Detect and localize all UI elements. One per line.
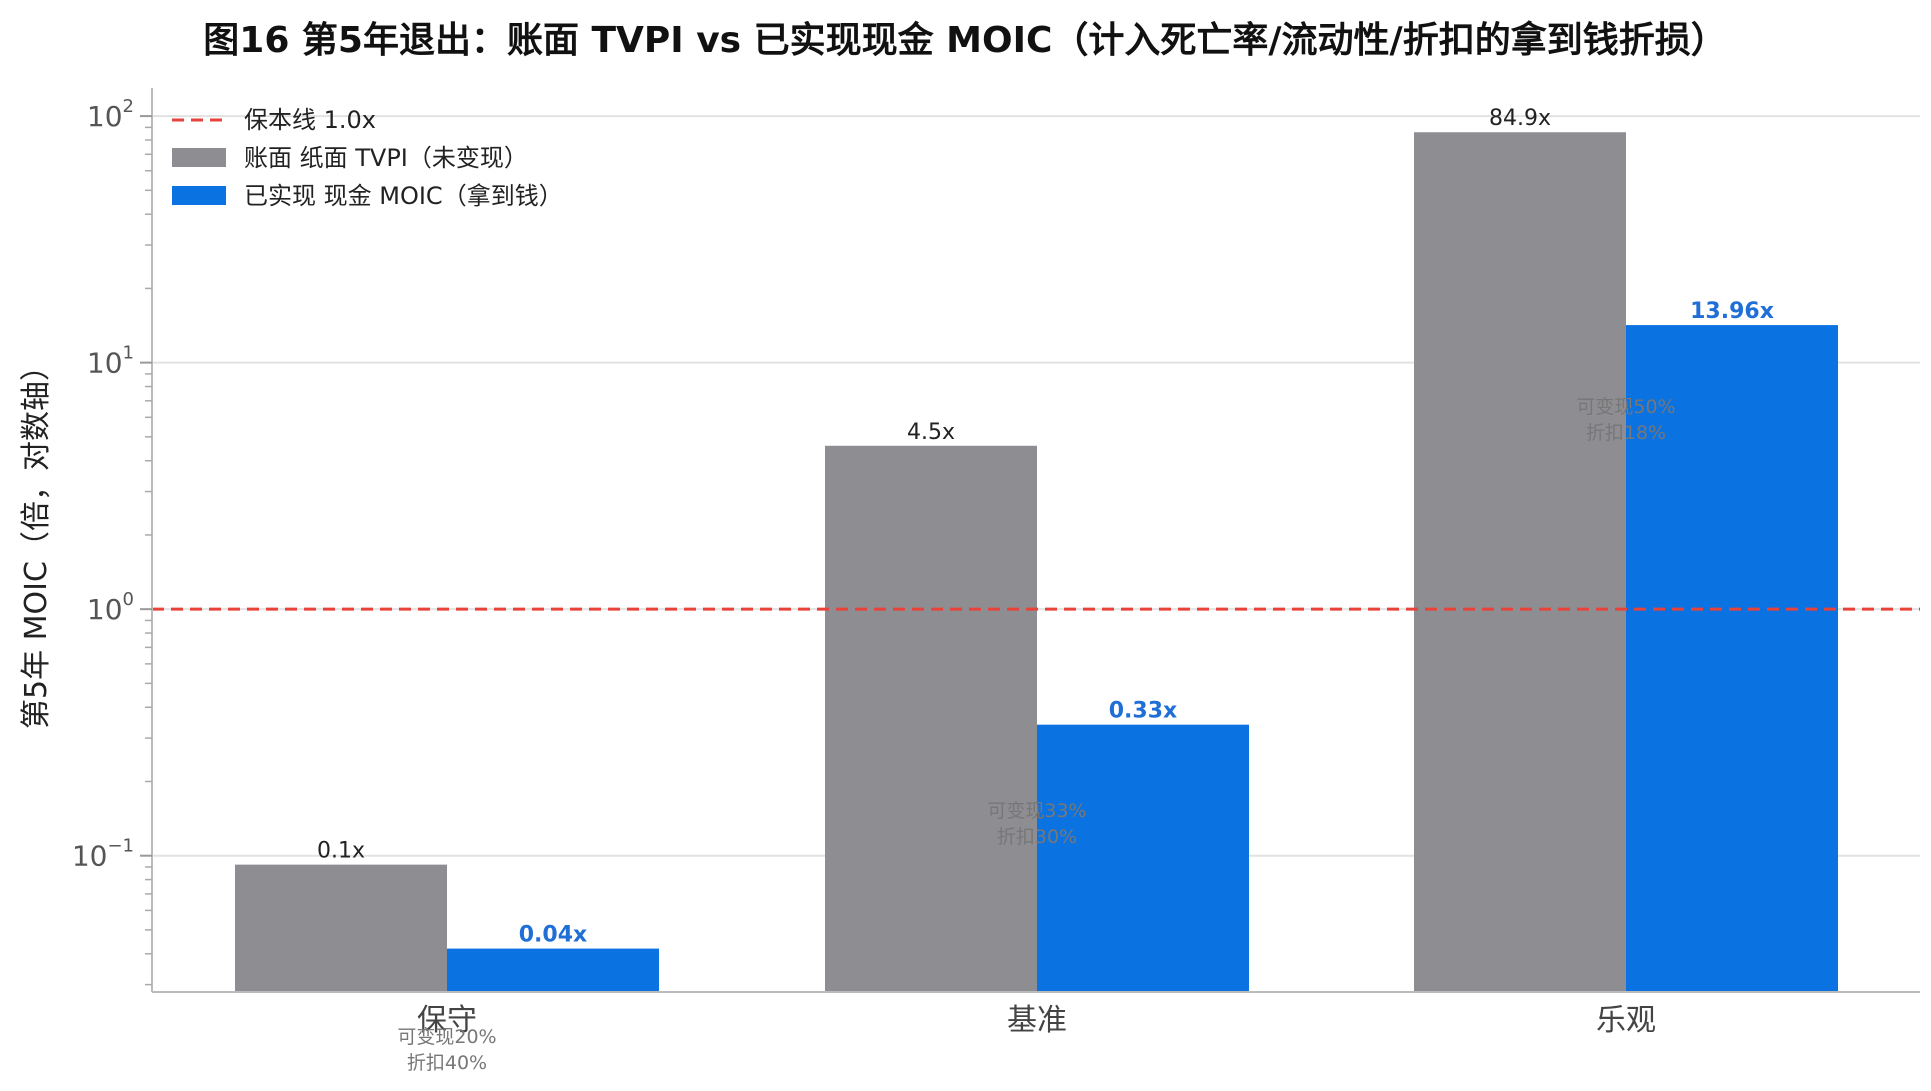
bar-tvpi — [1414, 132, 1626, 993]
legend: 保本线 1.0x 账面 纸面 TVPI（未变现） 已实现 现金 MOIC（拿到钱） — [172, 106, 563, 210]
y-tick-label: 10−1 — [72, 836, 134, 873]
data-label-moic: 13.96x — [1690, 299, 1774, 324]
data-label-moic: 0.33x — [1109, 699, 1177, 724]
x-category-label: 保守 — [417, 1003, 477, 1038]
annotations: 可变现20% 折扣40% 可变现33% 折扣30% 可变现50% 折扣18% — [397, 396, 1675, 1074]
x-category-label: 基准 — [1007, 1003, 1067, 1038]
x-category-label: 乐观 — [1596, 1003, 1656, 1038]
bar-tvpi — [235, 864, 447, 992]
legend-label-breakeven: 保本线 1.0x — [244, 106, 376, 134]
bars: 0.1x 0.04x 4.5x 0.33x 84.9x 13.96x — [235, 106, 1838, 993]
y-tick-label: 101 — [87, 343, 134, 380]
y-tick-label: 100 — [87, 589, 134, 626]
annotation-text: 可变现50% — [1576, 396, 1675, 418]
annotation-text: 折扣18% — [1586, 422, 1666, 444]
data-label-tvpi: 84.9x — [1489, 106, 1551, 131]
bar-moic — [447, 948, 659, 992]
y-axis-label: 第5年 MOIC（倍，对数轴） — [19, 351, 54, 729]
x-category-labels: 保守 基准 乐观 — [417, 1003, 1656, 1038]
legend-label-moic: 已实现 现金 MOIC（拿到钱） — [244, 182, 563, 210]
data-label-moic: 0.04x — [519, 923, 587, 948]
y-tick-label: 102 — [87, 96, 134, 133]
annotation-text: 折扣30% — [997, 826, 1077, 848]
legend-swatch-moic — [172, 186, 226, 205]
bar-tvpi — [825, 445, 1037, 992]
data-label-tvpi: 4.5x — [907, 420, 955, 445]
legend-label-tvpi: 账面 纸面 TVPI（未变现） — [244, 144, 528, 172]
legend-swatch-tvpi — [172, 148, 226, 167]
bar-moic — [1037, 724, 1249, 992]
y-ticks: 10−1 100 101 102 — [72, 96, 152, 986]
annotation-text: 折扣40% — [407, 1052, 487, 1074]
chart-title: 图16 第5年退出：账面 TVPI vs 已实现现金 MOIC（计入死亡率/流动… — [203, 19, 1726, 61]
bar-moic — [1626, 325, 1838, 992]
annotation-text: 可变现20% — [397, 1026, 496, 1048]
data-label-tvpi: 0.1x — [317, 839, 365, 864]
annotation-text: 可变现33% — [987, 800, 1086, 822]
